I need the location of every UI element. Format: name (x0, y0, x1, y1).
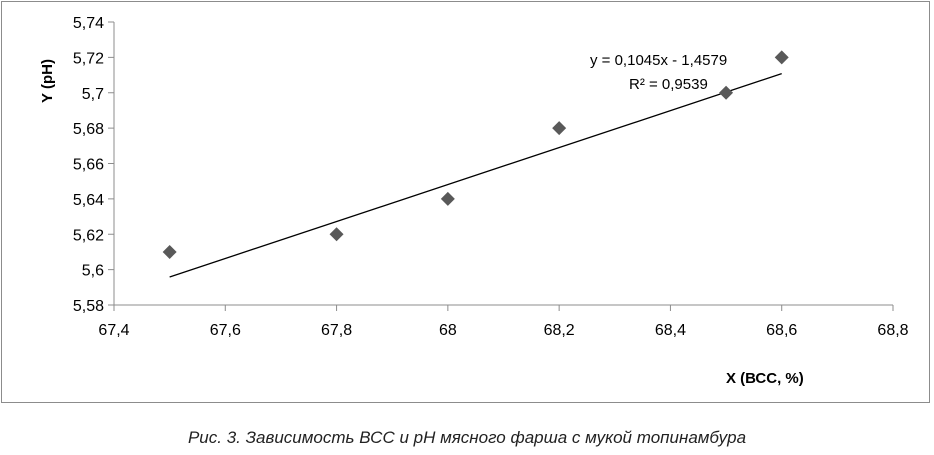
x-tick-label: 68 (439, 322, 457, 339)
x-tick-label: 68,8 (877, 322, 908, 339)
x-axis-title: X (ВСС, %) (726, 370, 804, 387)
chart-area (1, 1, 930, 403)
y-tick-label: 5,58 (73, 298, 104, 315)
y-tick-label: 5,68 (73, 121, 104, 138)
y-axis-ticks: 5,58 5,6 5,62 5,64 5,66 5,68 5,7 5,72 5,74 (73, 15, 114, 315)
data-point (719, 85, 734, 100)
y-axis-title: Y (pH) (39, 59, 56, 103)
data-points (162, 50, 789, 259)
trendline-equation: y = 0,1045x - 1,4579 (590, 52, 727, 69)
figure-caption: Рис. 3. Зависимость ВСС и pH мясного фар… (187, 428, 747, 447)
x-tick-label: 67,4 (98, 322, 129, 339)
x-tick-label: 67,6 (210, 322, 241, 339)
x-tick-label: 68,4 (655, 322, 686, 339)
data-point (440, 191, 455, 206)
y-tick-label: 5,74 (73, 15, 104, 32)
data-point (162, 244, 177, 259)
y-tick-label: 5,62 (73, 227, 104, 244)
y-tick-label: 5,64 (73, 192, 104, 209)
x-tick-label: 68,6 (766, 322, 797, 339)
x-tick-label: 68,2 (544, 322, 575, 339)
y-tick-label: 5,7 (82, 86, 104, 103)
trendline (169, 73, 782, 278)
data-point (552, 121, 567, 136)
data-point (774, 50, 789, 65)
x-axis-ticks: 67,4 67,6 67,8 68 68,2 68,4 68,6 68,8 (98, 305, 909, 339)
y-tick-label: 5,66 (73, 157, 104, 174)
y-tick-label: 5,72 (73, 50, 104, 67)
data-point (329, 227, 344, 242)
trendline-r2: R² = 0,9539 (629, 76, 708, 93)
y-tick-label: 5,6 (82, 263, 104, 280)
x-tick-label: 67,8 (321, 322, 352, 339)
